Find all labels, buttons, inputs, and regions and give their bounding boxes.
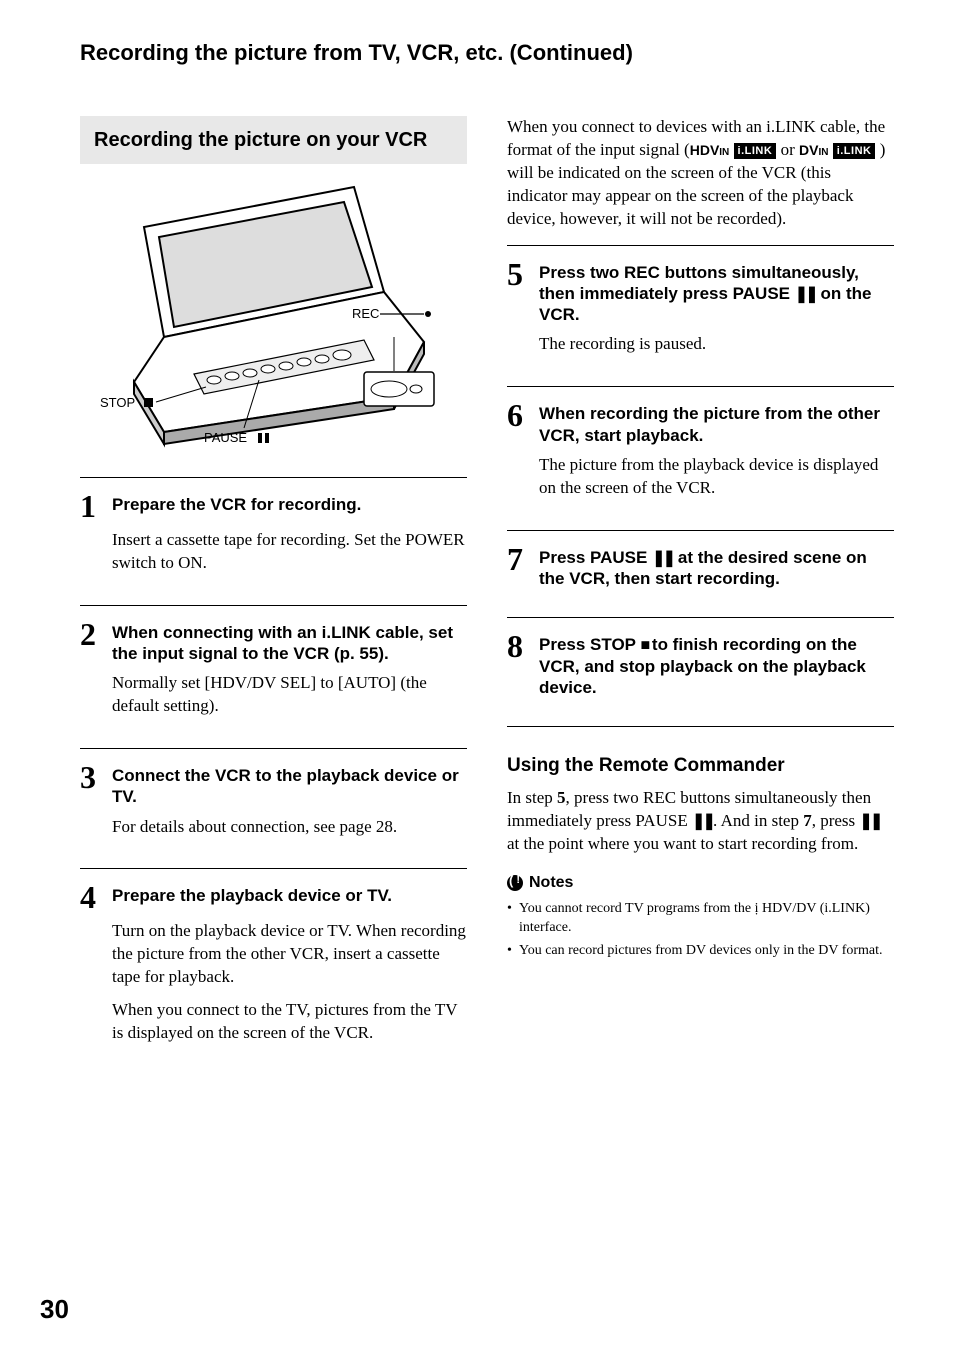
step-title: Press STOP ■ to finish recording on the … [539, 632, 894, 698]
divider [507, 726, 894, 727]
note-item: You cannot record TV programs from the i… [507, 900, 894, 938]
stop-label: STOP [100, 395, 135, 410]
step-body: The recording is paused. [539, 333, 894, 356]
note-item: You can record pictures from DV devices … [507, 942, 894, 961]
step-8: 8 Press STOP ■ to finish recording on th… [507, 617, 894, 712]
step-3: 3 Connect the VCR to the playback device… [80, 748, 467, 854]
step-number: 6 [507, 401, 529, 430]
step-body: When you connect to the TV, pictures fro… [112, 999, 467, 1045]
step-title: Connect the VCR to the playback device o… [112, 763, 467, 808]
step-7: 7 Press PAUSE ❚❚ at the desired scene on… [507, 530, 894, 604]
two-column-layout: Recording the picture on your VCR [80, 116, 894, 1061]
step-title: When recording the picture from the othe… [539, 401, 894, 446]
step-number: 2 [80, 620, 102, 649]
notes-icon [507, 875, 523, 891]
step-number: 7 [507, 545, 529, 574]
step-body: Normally set [HDV/DV SEL] to [AUTO] (the… [112, 672, 467, 718]
step-number: 4 [80, 883, 102, 912]
step-body: Turn on the playback device or TV. When … [112, 920, 467, 989]
continued-heading: Recording the picture from TV, VCR, etc.… [80, 40, 894, 66]
step-title: Prepare the playback device or TV. [112, 883, 392, 906]
step-2: 2 When connecting with an i.LINK cable, … [80, 605, 467, 734]
section-box: Recording the picture on your VCR [80, 116, 467, 164]
page-number: 30 [40, 1294, 69, 1325]
step-1: 1 Prepare the VCR for recording. Insert … [80, 477, 467, 591]
step-number: 8 [507, 632, 529, 661]
left-column: Recording the picture on your VCR [80, 116, 467, 1061]
notes-list: You cannot record TV programs from the i… [507, 900, 894, 961]
step-4: 4 Prepare the playback device or TV. Tur… [80, 868, 467, 1060]
section-box-title: Recording the picture on your VCR [94, 128, 453, 152]
step-number: 5 [507, 260, 529, 289]
step-body: For details about connection, see page 2… [112, 816, 467, 839]
step-title: Press PAUSE ❚❚ at the desired scene on t… [539, 545, 894, 590]
step-number: 1 [80, 492, 102, 521]
right-column: When you connect to devices with an i.LI… [507, 116, 894, 1061]
step-body: The picture from the playback device is … [539, 454, 894, 500]
pause-label: PAUSE [204, 430, 247, 445]
step-body: Insert a cassette tape for recording. Se… [112, 529, 467, 575]
step-title: Press two REC buttons simultaneously, th… [539, 260, 894, 326]
vcr-device-figure: REC STOP PAUSE [80, 182, 467, 457]
step-number: 3 [80, 763, 102, 792]
right-intro-paragraph: When you connect to devices with an i.LI… [507, 116, 894, 231]
step-title: When connecting with an i.LINK cable, se… [112, 620, 467, 665]
step-5: 5 Press two REC buttons simultaneously, … [507, 245, 894, 373]
remote-commander-paragraph: In step 5, press two REC buttons simulta… [507, 787, 894, 856]
notes-heading: Notes [507, 874, 894, 892]
step-title: Prepare the VCR for recording. [112, 492, 361, 515]
rec-label: REC [352, 306, 379, 321]
step-6: 6 When recording the picture from the ot… [507, 386, 894, 515]
remote-commander-heading: Using the Remote Commander [507, 755, 894, 777]
